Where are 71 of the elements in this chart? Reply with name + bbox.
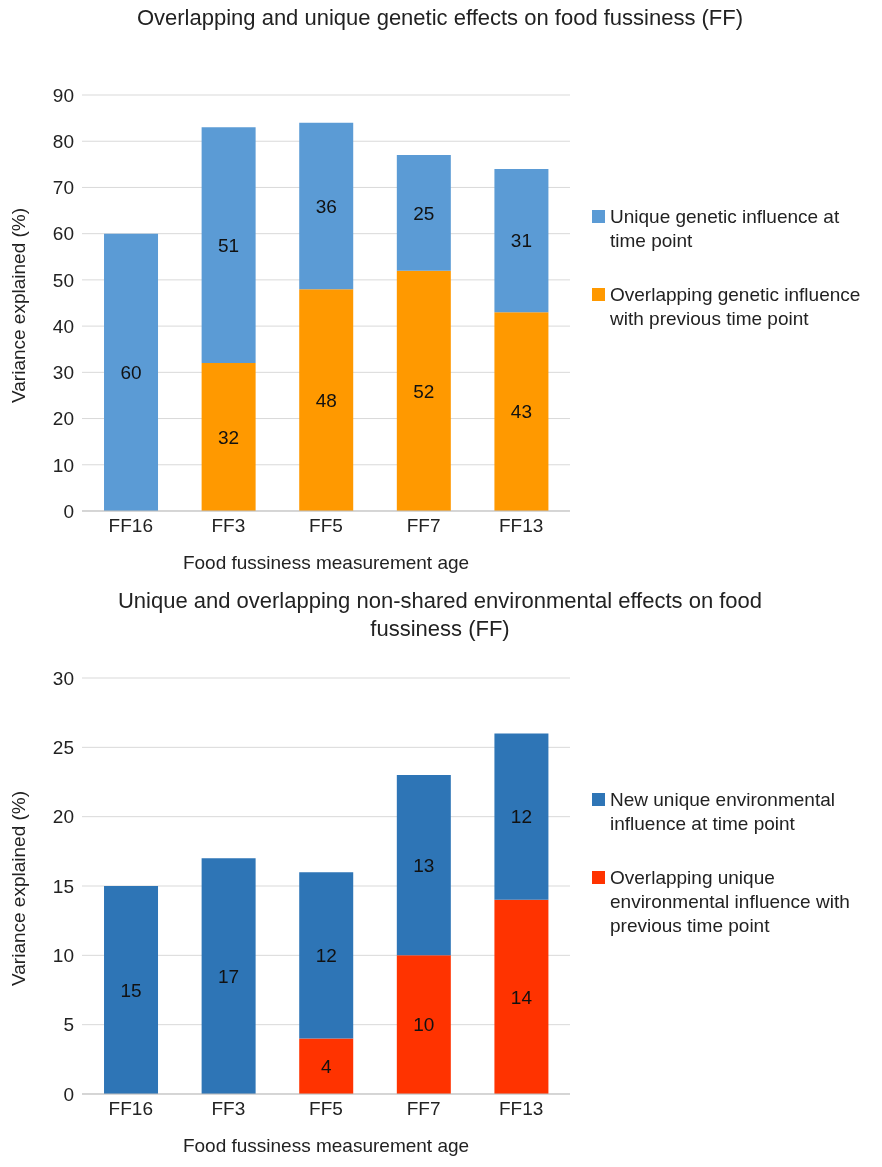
y-tick-label: 10 — [52, 945, 74, 967]
y-tick-label: 30 — [52, 362, 74, 384]
data-label: 10 — [413, 1014, 435, 1036]
data-label: 52 — [413, 380, 435, 402]
x-tick-label: FF3 — [211, 515, 246, 537]
x-tick-label: FF3 — [211, 1098, 246, 1120]
y-tick-label: 90 — [52, 84, 74, 106]
y-tick-label: 40 — [52, 315, 74, 337]
bar — [396, 155, 451, 271]
bar — [299, 1038, 354, 1094]
data-label: 32 — [218, 426, 240, 448]
bar — [396, 955, 451, 1094]
data-label: 12 — [510, 806, 532, 828]
y-tick-label: 80 — [52, 130, 74, 152]
bar — [299, 122, 354, 290]
y-tick-label: 70 — [52, 177, 74, 199]
bar — [104, 233, 159, 511]
bar — [494, 168, 549, 313]
bar — [299, 872, 354, 1039]
y-tick-label: 15 — [52, 875, 74, 897]
y-tick-label: 0 — [63, 1083, 74, 1105]
x-tick-label: FF7 — [406, 1098, 441, 1120]
y-tick-label: 10 — [52, 454, 74, 476]
legend-label: New unique environmental influence at time point — [610, 788, 836, 836]
y-tick-label: 30 — [52, 667, 74, 689]
bar — [104, 886, 159, 1094]
data-label: 4 — [320, 1056, 332, 1078]
bar — [299, 289, 354, 511]
x-tick-label: FF7 — [406, 515, 441, 537]
legend-label: Unique genetic influence at time point — [610, 205, 841, 253]
y-tick-label: 25 — [52, 737, 74, 759]
x-tick-label: FF16 — [108, 515, 153, 537]
bar — [396, 775, 451, 956]
chart-title: Unique and overlapping non-shared environmental effects on food fussiness (FF) — [116, 587, 764, 643]
x-tick-label: FF13 — [499, 515, 544, 537]
data-label: 48 — [315, 389, 337, 411]
data-label: 43 — [510, 401, 532, 423]
y-tick-label: 5 — [63, 1014, 74, 1036]
data-label: 36 — [315, 195, 337, 217]
x-axis-title: Food fussiness measurement age — [182, 1135, 470, 1156]
y-tick-label: 60 — [52, 223, 74, 245]
y-tick-label: 50 — [52, 269, 74, 291]
bar — [201, 858, 256, 1094]
x-tick-label: FF13 — [499, 1098, 544, 1120]
y-axis-title: Variance explained (%) — [7, 207, 29, 403]
data-label: 12 — [315, 945, 337, 967]
bar — [494, 733, 549, 900]
bar — [494, 312, 549, 511]
bar — [201, 363, 256, 511]
x-axis-title: Food fussiness measurement age — [182, 552, 470, 573]
y-tick-label: 20 — [52, 408, 74, 430]
y-axis-title: Variance explained (%) — [7, 790, 29, 986]
legend-label: Overlapping genetic influence with previous time point — [610, 283, 862, 331]
bar — [396, 270, 451, 511]
data-label: 15 — [120, 979, 142, 1001]
data-label: 31 — [510, 230, 532, 252]
chart-title: Overlapping and unique genetic effects on food fussiness (FF) — [135, 4, 745, 32]
data-label: 60 — [120, 362, 142, 384]
bar — [494, 899, 549, 1094]
data-label: 13 — [413, 854, 435, 876]
legend-label: Overlapping unique environmental influence with previous time point — [610, 866, 851, 938]
y-tick-label: 0 — [63, 500, 74, 522]
x-tick-label: FF16 — [108, 1098, 153, 1120]
data-label: 25 — [413, 202, 435, 224]
data-label: 51 — [218, 234, 240, 256]
bar — [201, 127, 256, 364]
x-tick-label: FF5 — [309, 515, 343, 537]
x-tick-label: FF5 — [309, 1098, 343, 1120]
data-label: 17 — [218, 965, 240, 987]
y-tick-label: 20 — [52, 806, 74, 828]
data-label: 14 — [510, 986, 533, 1008]
